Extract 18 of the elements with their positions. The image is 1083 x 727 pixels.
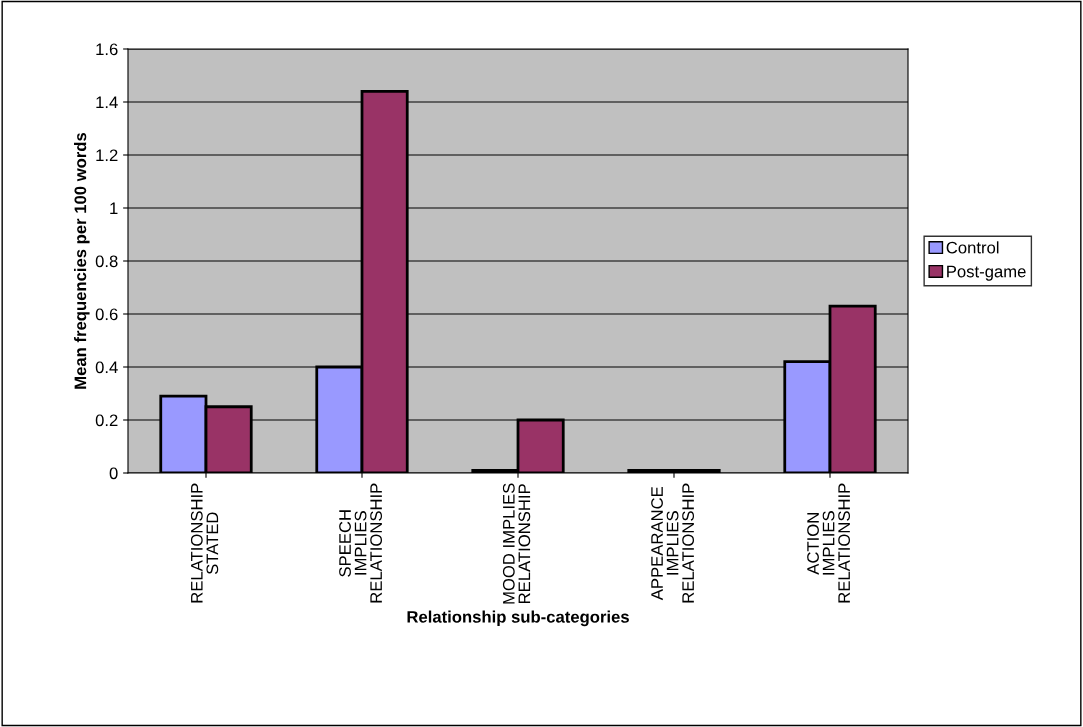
x-tick-label: SPEECH IMPLIES RELATIONSHIP [339,483,383,603]
x-tick-label: MOOD IMPLIES RELATIONSHIP [502,483,531,604]
x-tick-label: APPEARANCE IMPLIES RELATIONSHIP [651,483,695,603]
y-tick-label: 1.4 [96,96,118,109]
y-tick-label: 1 [110,202,118,215]
y-tick-label: 0.6 [95,308,118,321]
y-axis-title: Mean frequencies per 100 words [74,132,90,389]
y-tick-label: 0.2 [95,414,118,427]
x-tick-label: RELATIONSHIP STATED [190,483,219,603]
legend-label: Post-game [947,265,1026,281]
y-tick-label: 1.6 [96,43,118,56]
legend-label: Control [946,241,999,254]
x-axis-title: Relationship sub-categories [407,610,629,627]
y-tick-label: 1.2 [96,149,118,162]
x-tick-label: ACTION IMPLIES RELATIONSHIP [807,483,851,603]
y-tick-label: 0 [109,467,118,480]
y-tick-label: 0.8 [95,255,118,268]
y-tick-label: 0.4 [95,361,118,374]
